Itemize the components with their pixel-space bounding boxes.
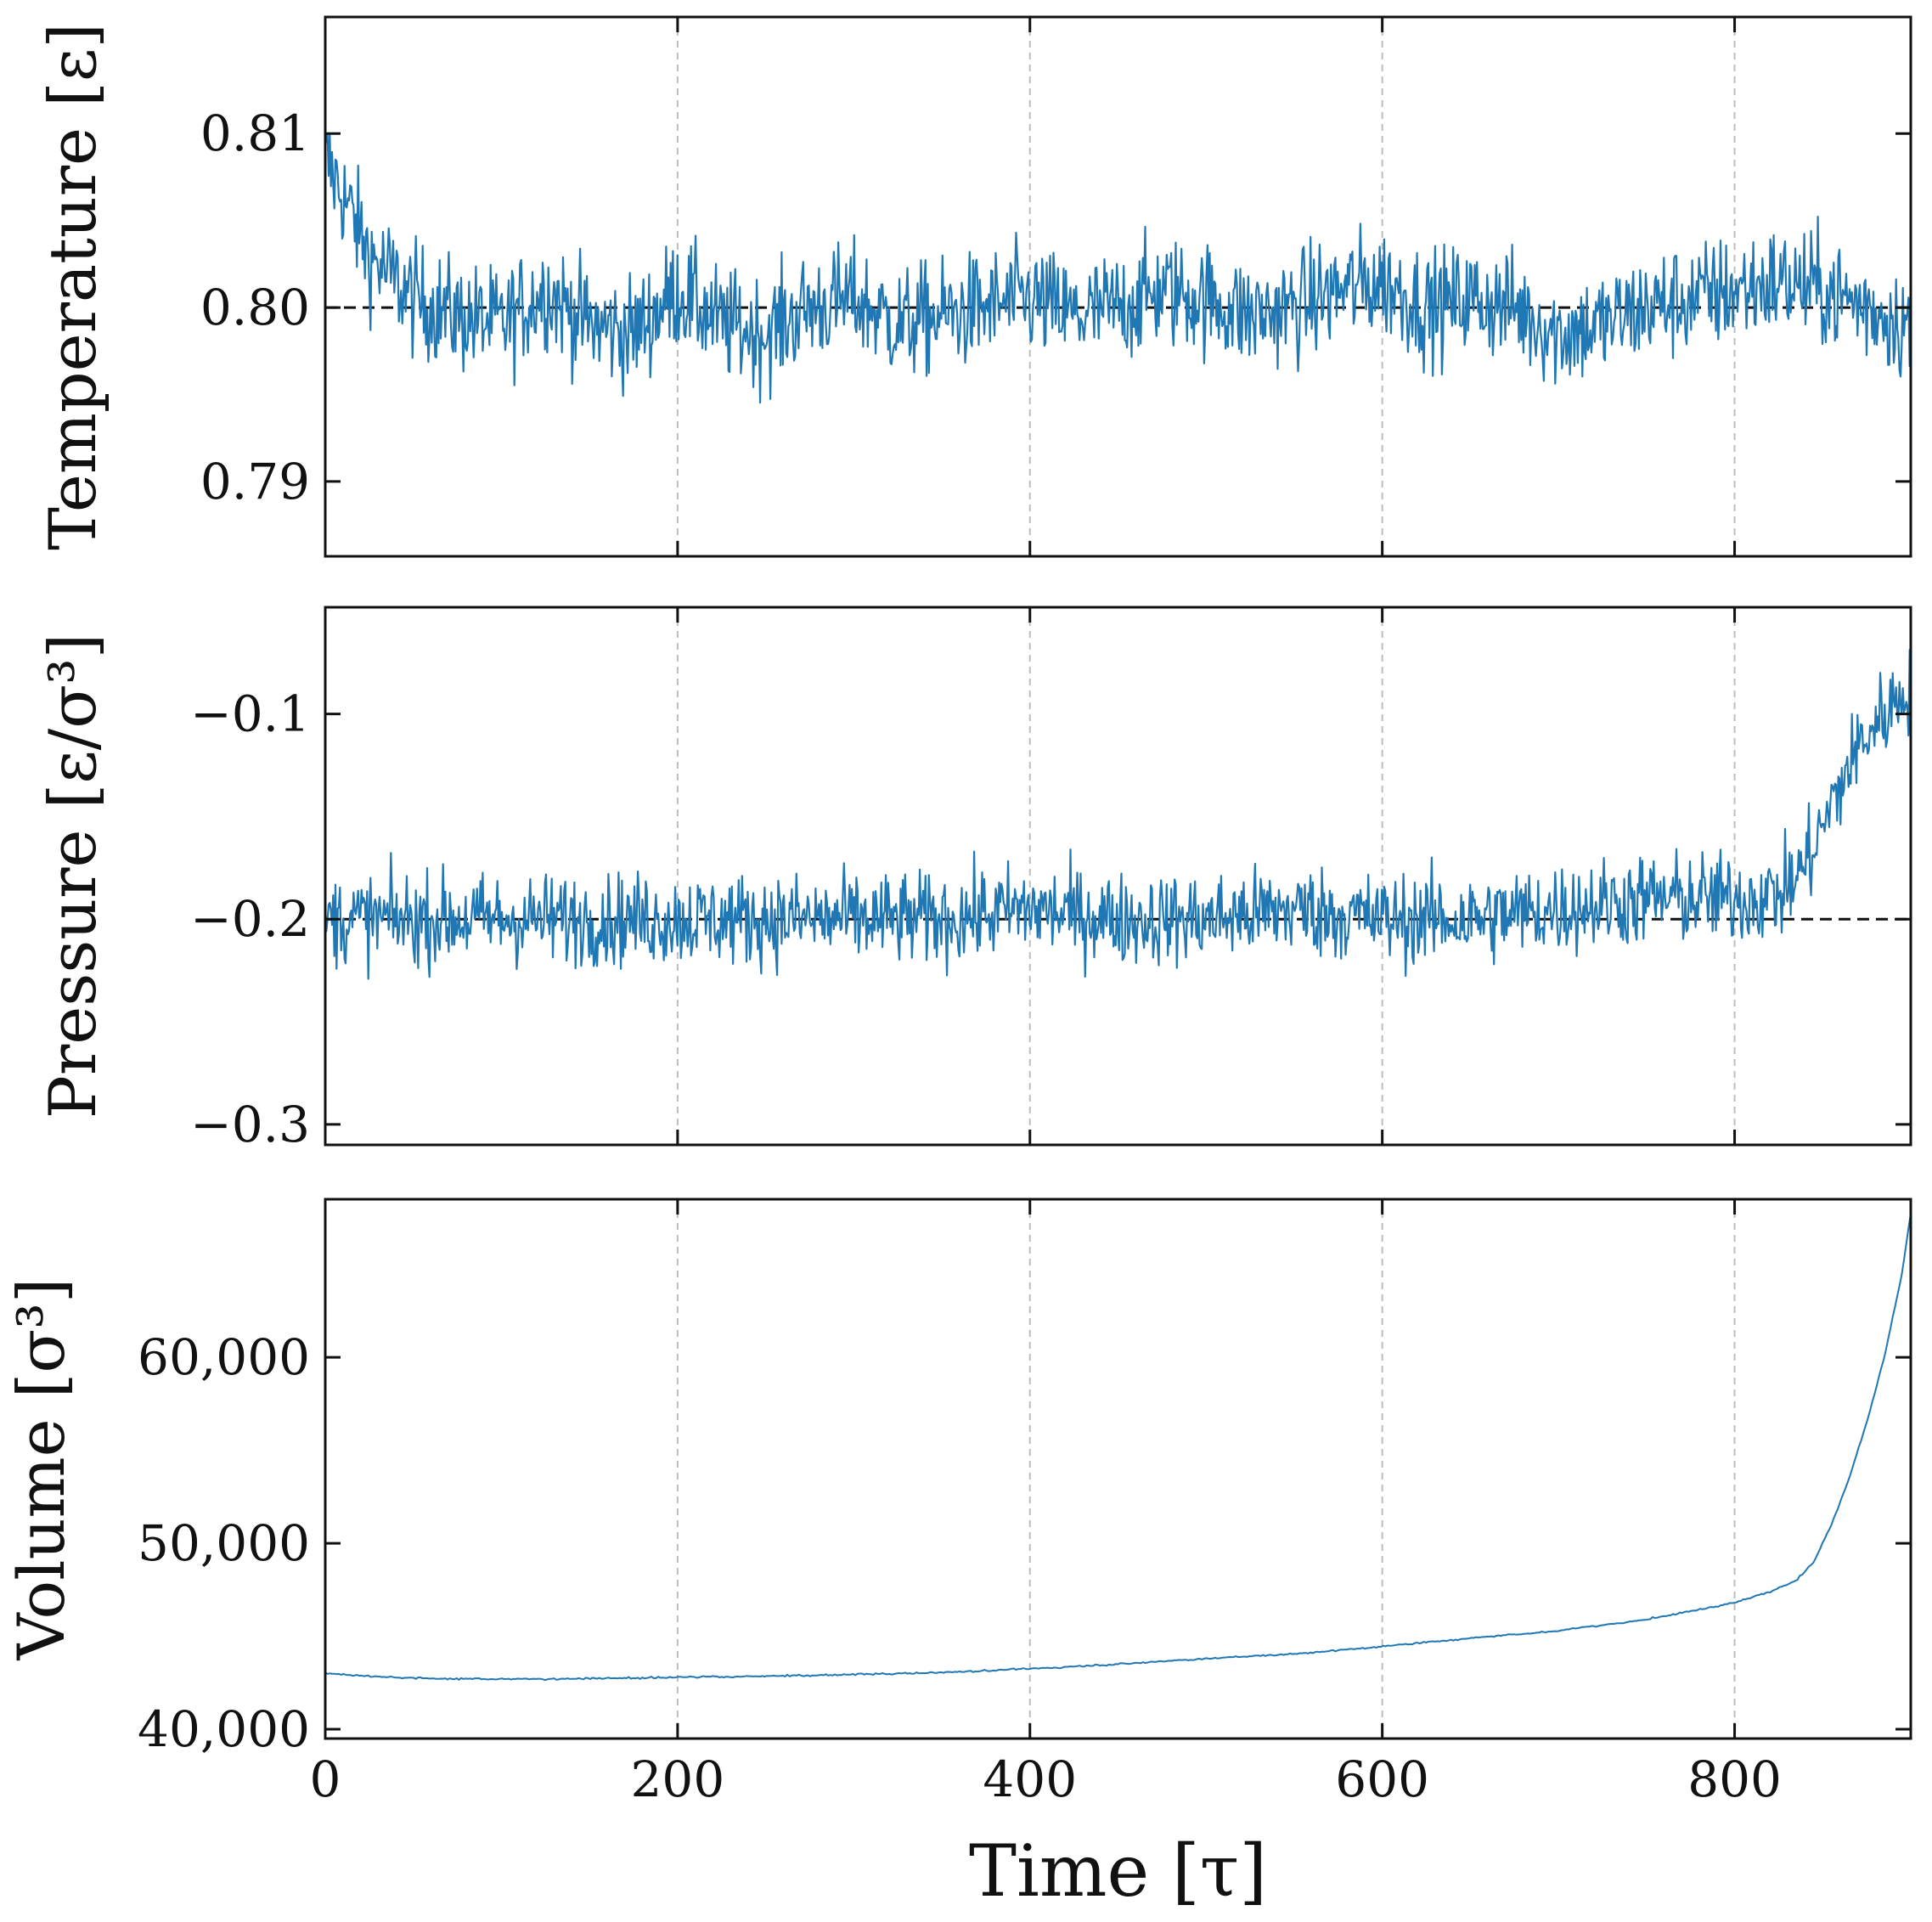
pressure-series-line xyxy=(324,649,1912,980)
plot-frame xyxy=(324,1198,1912,1740)
temperature-series-line xyxy=(324,131,1912,404)
x-tick-label: 800 xyxy=(1687,1750,1782,1808)
pressure-y-axis-label: Pressure [ε/σ³] xyxy=(35,634,110,1119)
y-tick-label: −0.1 xyxy=(190,685,310,743)
plot-frame xyxy=(324,606,1912,1147)
y-tick-label: 60,000 xyxy=(138,1328,310,1386)
y-tick-label: 50,000 xyxy=(138,1514,310,1572)
volume-panel: 40,000 50,000 60,000 Volume [σ³] xyxy=(3,1198,1912,1758)
y-tick-label: 0.79 xyxy=(200,453,310,510)
temperature-panel: 0.79 0.80 0.81 Temperature [ε] xyxy=(35,15,1912,558)
volume-series-line xyxy=(324,1213,1912,1682)
y-tick-label: 40,000 xyxy=(138,1700,310,1758)
y-tick-label: 0.81 xyxy=(200,104,310,162)
y-tick-label: 0.80 xyxy=(200,279,310,336)
y-tick-label: −0.2 xyxy=(190,890,310,948)
volume-y-axis-label: Volume [σ³] xyxy=(3,1278,79,1661)
x-tick-label: 600 xyxy=(1335,1750,1429,1808)
x-tick-label: 400 xyxy=(983,1750,1077,1808)
x-axis-label: Time [τ] xyxy=(969,1829,1267,1913)
y-tick-label: −0.3 xyxy=(190,1096,310,1153)
temperature-y-axis-label: Temperature [ε] xyxy=(35,23,110,550)
x-tick-label: 200 xyxy=(631,1750,725,1808)
x-tick-label: 0 xyxy=(310,1750,341,1808)
pressure-panel: −0.3 −0.2 −0.1 Pressure [ε/σ³] xyxy=(35,606,1912,1153)
plot-frame xyxy=(324,15,1912,558)
